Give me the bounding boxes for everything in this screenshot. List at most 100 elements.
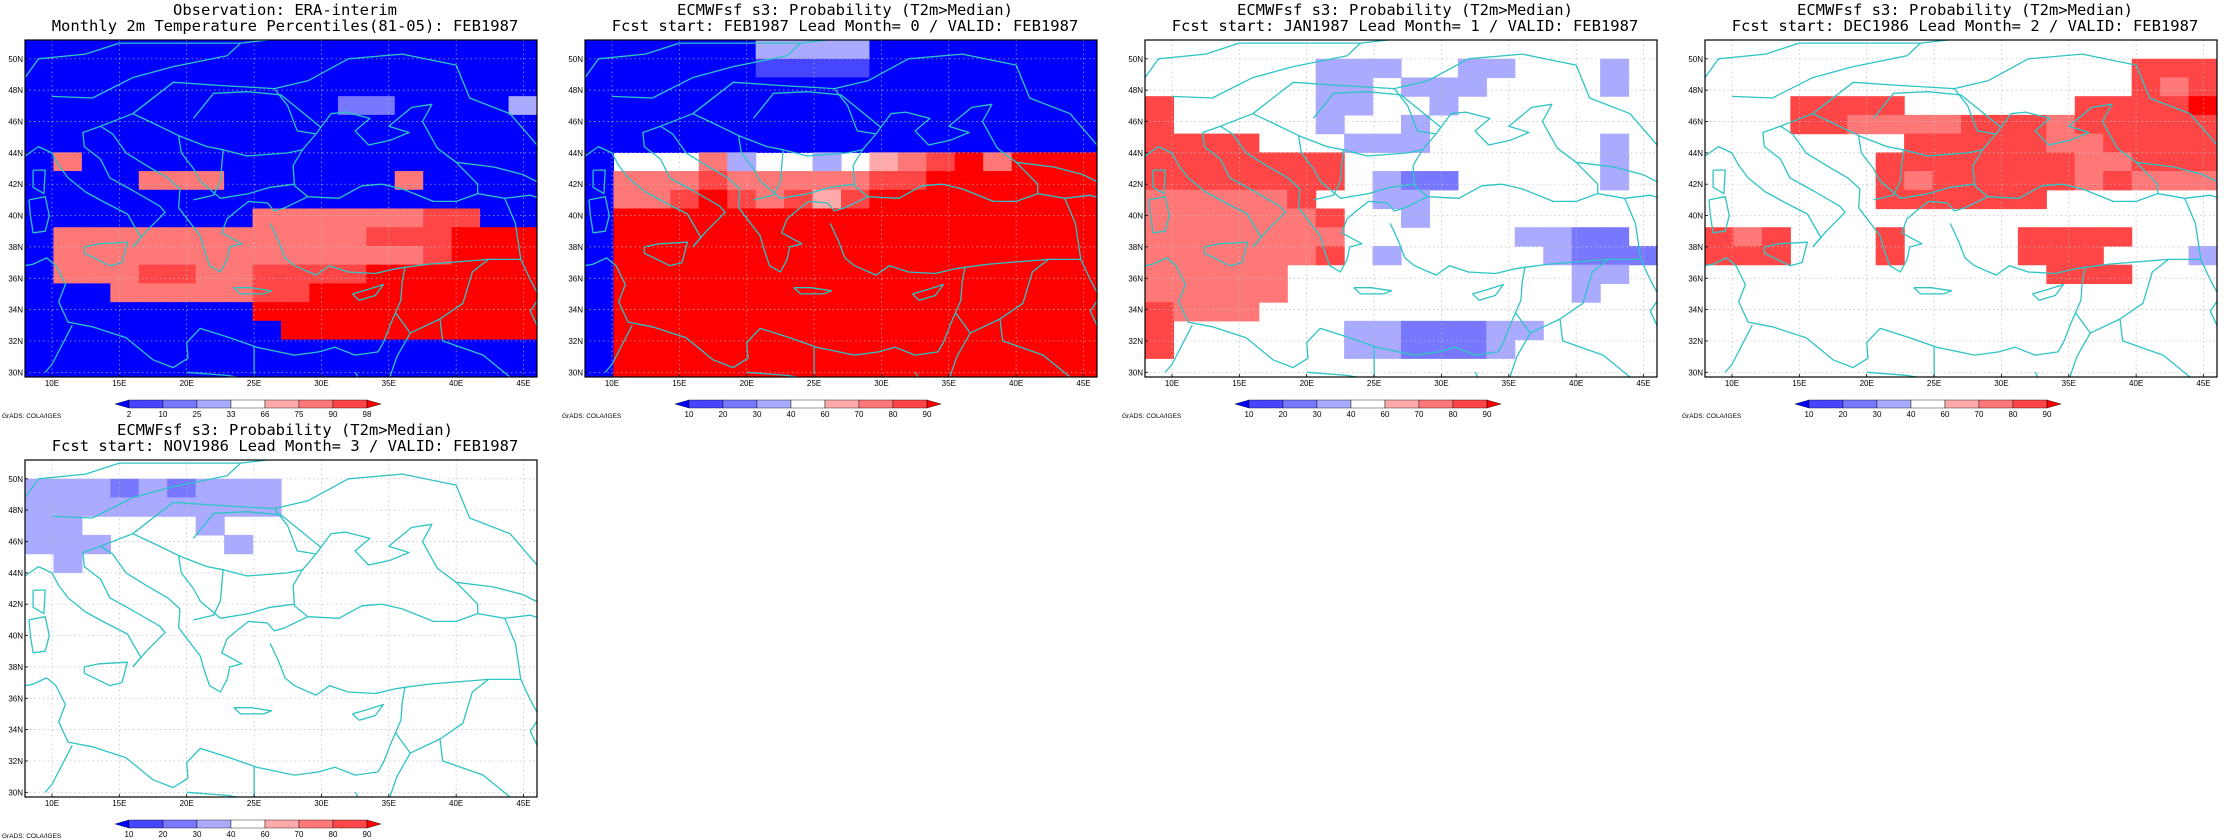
grid-cell	[81, 339, 111, 359]
grid-cell	[1429, 320, 1459, 341]
grid-cell	[755, 40, 785, 60]
coastline	[25, 145, 142, 248]
grid-cell	[869, 208, 899, 228]
grid-cell	[480, 152, 510, 172]
coastline	[44, 325, 73, 373]
grid-cell	[110, 264, 140, 284]
grid-cell	[841, 245, 871, 266]
coastline	[233, 707, 273, 715]
coastline	[1220, 53, 1657, 146]
lon-tick-label: 10E	[45, 379, 59, 388]
grid-cell	[53, 189, 83, 210]
grid-cell	[53, 264, 83, 284]
map-title: ECMWFsf s3: Probability (T2m>Median)	[677, 1, 1013, 19]
grid-cell	[366, 320, 396, 341]
colorbar-box	[162, 819, 198, 829]
grid-cell	[897, 189, 927, 210]
grid-cell	[897, 283, 927, 303]
lat-tick-label: 34N	[8, 726, 23, 735]
grid-cell	[641, 245, 671, 266]
grid-cell	[1875, 245, 1905, 266]
coastline	[1866, 371, 1921, 377]
coastline	[100, 473, 537, 566]
grid-cell	[1344, 133, 1374, 153]
grid-cell	[585, 227, 615, 247]
grid-cell	[53, 114, 83, 135]
grid-cell	[698, 208, 728, 228]
colorbar-label: 90	[2043, 410, 2052, 419]
lat-tick-label: 40N	[1128, 212, 1143, 221]
grid-cell	[1173, 133, 1203, 153]
lon-tick-label: 35E	[2062, 379, 2076, 388]
grid-cell	[366, 40, 396, 60]
grid-cell	[337, 58, 367, 79]
grid-cell	[727, 189, 757, 210]
grid-cell	[394, 152, 424, 172]
grid-cell	[25, 96, 55, 116]
grid-cell	[2188, 58, 2217, 79]
grid-cell	[2188, 133, 2217, 153]
colorbar-label: 80	[889, 410, 898, 419]
grid-cell	[983, 227, 1013, 247]
colorbar-label: 10	[159, 410, 168, 419]
grid-cell	[698, 227, 728, 247]
grid-cell	[508, 320, 537, 341]
coastline	[25, 257, 379, 369]
grid-cell	[25, 320, 55, 341]
colorbar-label: 10	[685, 410, 694, 419]
grid-cell	[585, 339, 615, 359]
grid-cell	[954, 77, 984, 97]
grid-cell	[926, 77, 956, 97]
grid-cell	[1847, 96, 1877, 116]
grid-cell	[585, 77, 615, 97]
grid-cell	[337, 114, 367, 135]
coastline	[1705, 145, 1822, 248]
grid-cell	[480, 40, 510, 60]
grid-cell	[1847, 114, 1877, 135]
coastline	[1731, 40, 1953, 99]
grid-cell	[613, 264, 643, 284]
grid-cell	[138, 227, 168, 247]
grid-cell	[394, 96, 424, 116]
grid-cell	[1961, 171, 1991, 191]
grid-cell	[423, 208, 453, 228]
grid-cell	[2103, 264, 2133, 284]
grid-cell	[869, 171, 899, 191]
grid-cell	[841, 114, 871, 135]
grid-cell	[480, 227, 510, 247]
lon-tick-label: 25E	[247, 799, 261, 808]
grid-cell	[2103, 96, 2133, 116]
grid-cell	[195, 320, 225, 341]
grid-cell	[670, 339, 700, 359]
grid-cell	[841, 189, 871, 210]
grid-cell	[841, 358, 871, 377]
grid-cell	[1258, 152, 1288, 172]
grid-cell	[167, 58, 197, 79]
grid-cell	[1932, 114, 1962, 135]
grid-cell	[1068, 96, 1097, 116]
grid-cell	[480, 58, 510, 79]
map-subtitle: Monthly 2m Temperature Percentiles(81-05…	[52, 17, 519, 35]
grid-cell	[1173, 171, 1203, 191]
lon-tick-label: 45E	[2196, 379, 2210, 388]
grid-cell	[451, 189, 481, 210]
grid-cell	[195, 283, 225, 303]
grid-cell	[167, 133, 197, 153]
grid-cell	[508, 40, 537, 60]
colorbar-cap-left	[674, 399, 690, 409]
lat-tick-label: 46N	[568, 118, 583, 127]
coastline	[746, 371, 801, 377]
grid-cell	[784, 227, 814, 247]
lon-tick-label: 40E	[449, 379, 463, 388]
grid-cell	[110, 133, 140, 153]
coastline	[1640, 259, 1657, 327]
grid-cell	[167, 96, 197, 116]
grid-cell	[727, 302, 757, 322]
grid-cell	[613, 189, 643, 210]
grid-cell	[698, 77, 728, 97]
grid-cell	[1875, 189, 1905, 210]
coastline	[833, 88, 877, 135]
grid-cell	[337, 133, 367, 153]
grid-cell	[2017, 171, 2047, 191]
grid-cell	[252, 208, 282, 228]
